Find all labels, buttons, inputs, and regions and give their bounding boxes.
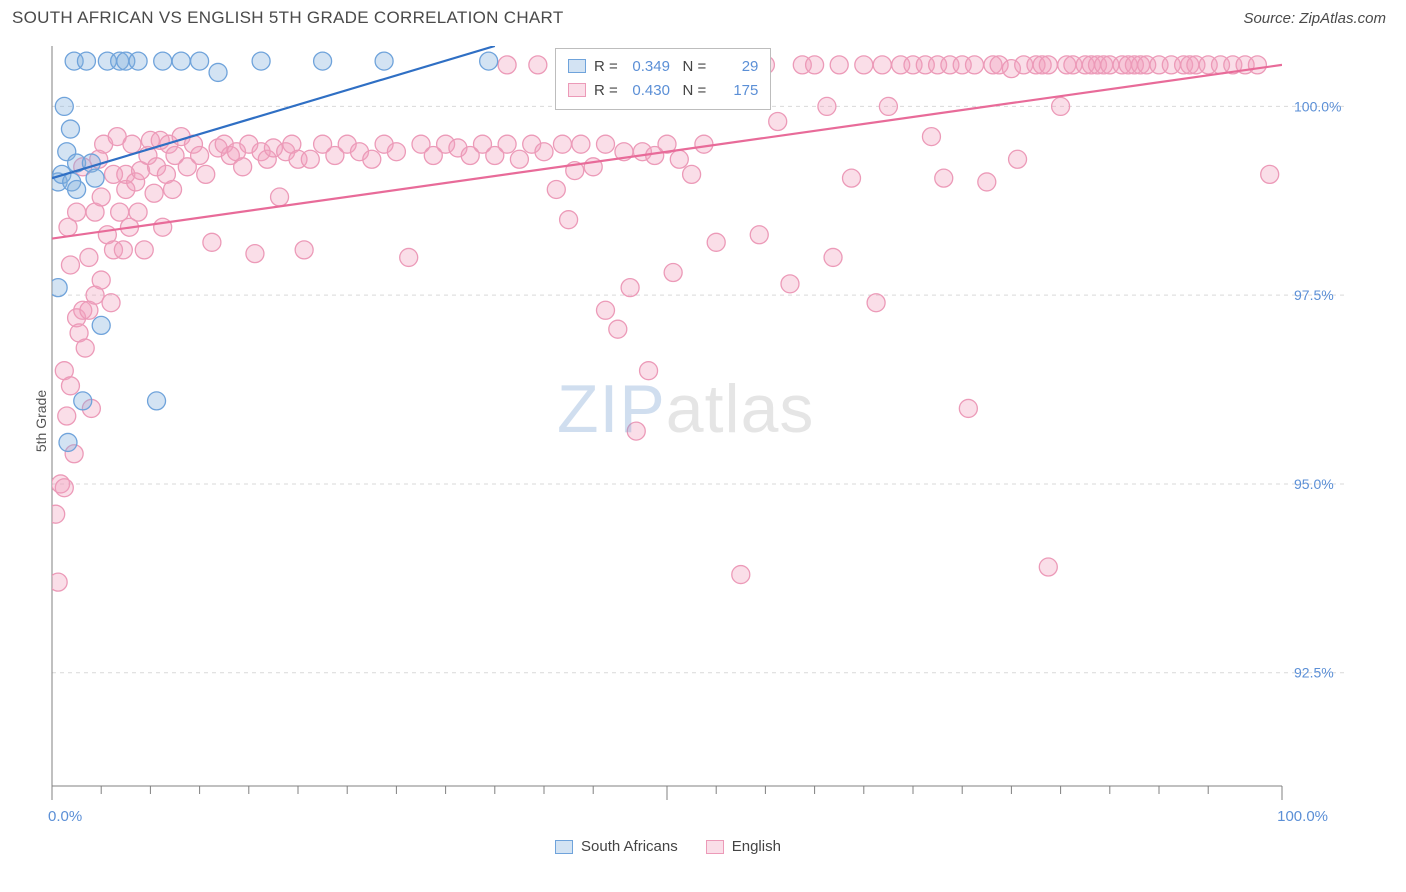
x-axis-end-label: 100.0% bbox=[1277, 808, 1328, 825]
legend-item-south_africans: South Africans bbox=[555, 838, 678, 855]
x-axis-end-label: 0.0% bbox=[48, 808, 82, 825]
y-axis-label: 5th Grade bbox=[33, 390, 49, 452]
legend-swatch-icon bbox=[706, 840, 724, 854]
svg-text:95.0%: 95.0% bbox=[1294, 476, 1334, 492]
stats-row-english: R = 0.430 N = 175 bbox=[568, 79, 758, 103]
correlation-stats-box: R = 0.349 N = 29R = 0.430 N = 175 bbox=[555, 48, 771, 110]
chart-legend: South Africans English bbox=[555, 838, 809, 858]
scatter-chart: 92.5% 95.0% 97.5% 100.0% bbox=[12, 36, 1352, 806]
stats-swatch-icon bbox=[568, 83, 586, 97]
chart-header: SOUTH AFRICAN VS ENGLISH 5TH GRADE CORRE… bbox=[0, 0, 1406, 36]
svg-text:97.5%: 97.5% bbox=[1294, 287, 1334, 303]
svg-text:100.0%: 100.0% bbox=[1294, 98, 1341, 114]
chart-container: 5th Grade 92.5%95.0%97.5%100.0% 0.0%100.… bbox=[12, 36, 1394, 806]
chart-title: SOUTH AFRICAN VS ENGLISH 5TH GRADE CORRE… bbox=[12, 8, 564, 28]
chart-source: Source: ZipAtlas.com bbox=[1243, 10, 1386, 27]
legend-item-english: English bbox=[706, 838, 781, 855]
stats-swatch-icon bbox=[568, 59, 586, 73]
legend-swatch-icon bbox=[555, 840, 573, 854]
stats-row-south_africans: R = 0.349 N = 29 bbox=[568, 55, 758, 79]
svg-text:92.5%: 92.5% bbox=[1294, 665, 1334, 681]
